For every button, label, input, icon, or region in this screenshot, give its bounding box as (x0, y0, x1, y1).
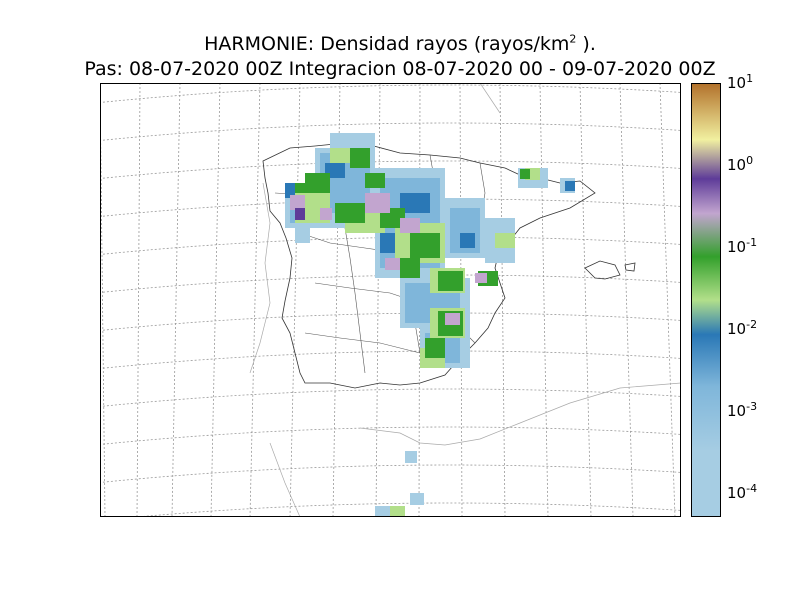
lightning-cells (285, 133, 575, 517)
colorbar-tick: 10-1 (727, 236, 758, 256)
chart-title-line1: HARMONIE: Densidad rayos (rayos/km2 ). (204, 32, 596, 55)
coastline (262, 142, 636, 389)
chart-title-line2: Pas: 08-07-2020 00Z Integracion 08-07-20… (84, 58, 716, 80)
colorbar-tick: 10-3 (727, 400, 758, 420)
colorbar-tick: 10-4 (727, 482, 758, 502)
colorbar-tick: 10-2 (727, 318, 758, 338)
colorbar-tick: 100 (727, 154, 754, 174)
colorbar-tick: 101 (727, 72, 754, 92)
colorbar (691, 83, 721, 517)
lightning-density-map (100, 83, 681, 517)
